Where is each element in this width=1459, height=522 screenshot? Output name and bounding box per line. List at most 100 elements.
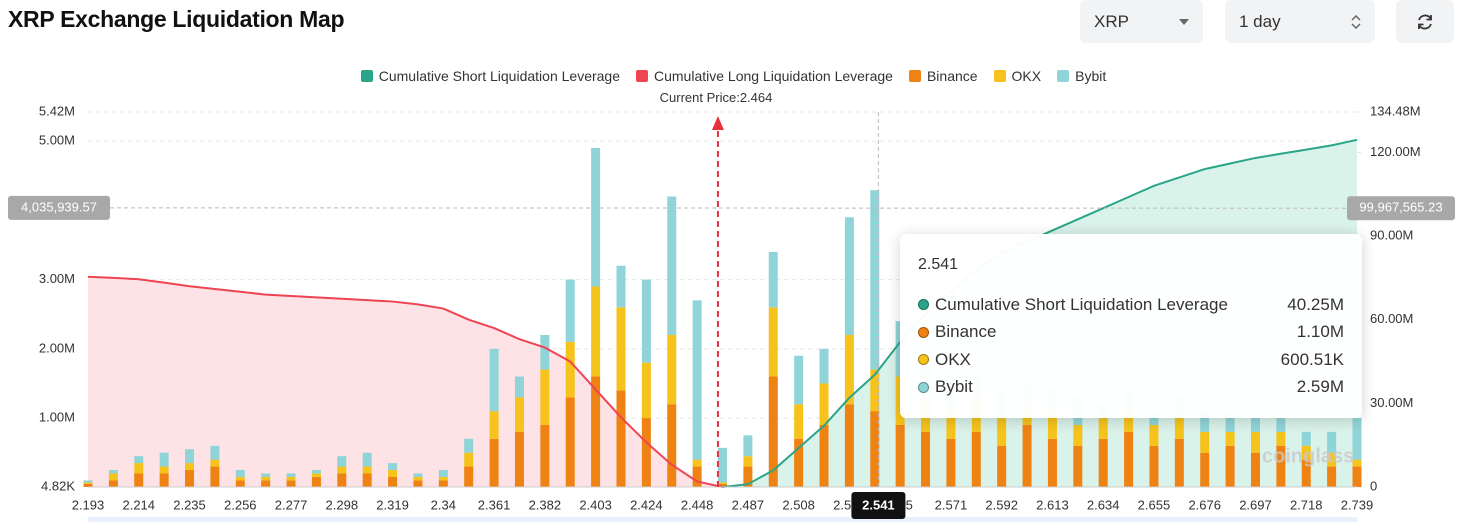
x-tick-label: 2.739	[1341, 497, 1374, 512]
legend-swatch	[1057, 70, 1070, 82]
bar-segment	[641, 362, 651, 419]
legend: Cumulative Short Liquidation Leverage Cum…	[0, 68, 1459, 84]
bar-segment	[261, 473, 271, 477]
bar-segment	[83, 480, 93, 483]
bar-segment	[819, 348, 829, 384]
tooltip-rows: Cumulative Short Liquidation Leverage 40.…	[918, 291, 1344, 401]
interval-select[interactable]: 1 day	[1225, 0, 1375, 43]
bar-segment	[1352, 466, 1362, 487]
bar-segment	[565, 341, 575, 398]
symbol-select[interactable]: XRP	[1080, 0, 1203, 43]
bar-segment	[1352, 418, 1362, 460]
bar-segment	[1276, 431, 1286, 446]
bar-segment	[565, 279, 575, 342]
bar-segment	[311, 473, 321, 477]
bar-segment	[616, 307, 626, 391]
bar-segment	[692, 459, 702, 467]
bar-segment	[261, 476, 271, 481]
bar-segment	[870, 411, 880, 487]
bar-segment	[946, 411, 956, 439]
bar-segment	[743, 456, 753, 467]
bar-segment	[819, 383, 829, 426]
bar-segment	[616, 390, 626, 487]
area-fill	[88, 276, 723, 487]
bar-segment	[1047, 411, 1057, 439]
legend-item: Binance	[908, 68, 978, 84]
bar-segment	[1073, 445, 1083, 487]
tooltip-name: OKX	[935, 349, 971, 369]
legend-label: OKX	[1011, 68, 1042, 84]
bar-segment	[210, 459, 220, 467]
tooltip-row: Binance 1.10M	[918, 319, 1344, 347]
bar-segment	[1124, 431, 1134, 487]
bar-segment	[997, 418, 1007, 446]
bar-segment	[997, 445, 1007, 487]
bar-segment	[870, 190, 880, 370]
bar-segment	[591, 376, 601, 487]
bar-segment	[616, 265, 626, 308]
y-tick-label: 4.82K	[41, 478, 75, 493]
bar-segment	[743, 466, 753, 487]
range-slider	[88, 517, 1357, 522]
crosshair-x-box	[851, 492, 906, 519]
crosshair-y2-box	[1347, 196, 1455, 221]
stepper-icon	[1351, 14, 1361, 29]
bar-segment	[540, 425, 550, 487]
y-tick-label: 5.00M	[39, 133, 75, 148]
x-tick-label: 2.571	[935, 497, 968, 512]
legend-swatch	[636, 70, 648, 82]
x-tick-label: 2.676	[1188, 497, 1221, 512]
x-tick-label: 2.382	[529, 497, 562, 512]
cumulative-line	[87, 275, 723, 488]
bar-segment	[438, 476, 448, 481]
bar-segment	[337, 456, 347, 467]
bar-segment	[1124, 411, 1134, 432]
x-tick-label: 2.634	[1087, 497, 1120, 512]
bar-segment	[844, 404, 854, 487]
bar-segment	[362, 466, 372, 474]
bar-segment	[337, 466, 347, 474]
bar-segment	[438, 480, 448, 487]
bar-segment	[1174, 438, 1184, 487]
bar-segment	[1022, 425, 1032, 487]
bar-segment	[261, 480, 271, 487]
tooltip-dot	[918, 381, 929, 393]
watermark: coinglass	[1262, 445, 1354, 467]
legend-item: Cumulative Long Liquidation Leverage	[636, 68, 893, 84]
bar-segment	[388, 470, 398, 477]
x-tick-label: 2.655	[1138, 497, 1171, 512]
bar-segment	[1327, 466, 1337, 487]
bar-segment	[108, 473, 118, 481]
tooltip: 2.541 Cumulative Short Liquidation Lever…	[900, 234, 1362, 418]
bar-segment	[692, 466, 702, 487]
bar-segment	[1073, 425, 1083, 446]
x-tick-label: 2.403	[579, 497, 612, 512]
bar-segment	[1098, 418, 1108, 439]
tooltip-dot	[918, 299, 929, 311]
bar-segment	[667, 334, 677, 405]
refresh-icon	[1418, 14, 1432, 29]
bar-segment	[311, 476, 321, 487]
bar-segment	[870, 369, 880, 412]
bar-segment	[388, 463, 398, 471]
bar-segment	[185, 470, 195, 487]
refresh-button[interactable]	[1396, 0, 1454, 43]
tooltip-row: Bybit 2.59M	[918, 374, 1344, 402]
dropdown-icon	[1179, 18, 1189, 25]
bar-segment	[591, 286, 601, 377]
bar-segment	[489, 348, 499, 412]
bar-segment	[641, 418, 651, 487]
bar-segment	[286, 473, 296, 477]
legend-swatch	[360, 70, 373, 82]
page-title: XRP Exchange Liquidation Map	[8, 6, 345, 32]
bar-segment	[286, 476, 296, 481]
bar-segment	[1200, 411, 1210, 432]
bar-segment	[210, 466, 220, 487]
bar-segment	[83, 482, 93, 484]
y-tick-label: 1.00M	[39, 410, 75, 425]
current-price-arrowhead	[711, 116, 724, 130]
tooltip-name: Cumulative Short Liquidation Leverage	[935, 294, 1228, 314]
legend-swatch	[993, 70, 1006, 82]
bar-segment	[464, 452, 474, 467]
x-tick-label: 2.256	[224, 497, 257, 512]
